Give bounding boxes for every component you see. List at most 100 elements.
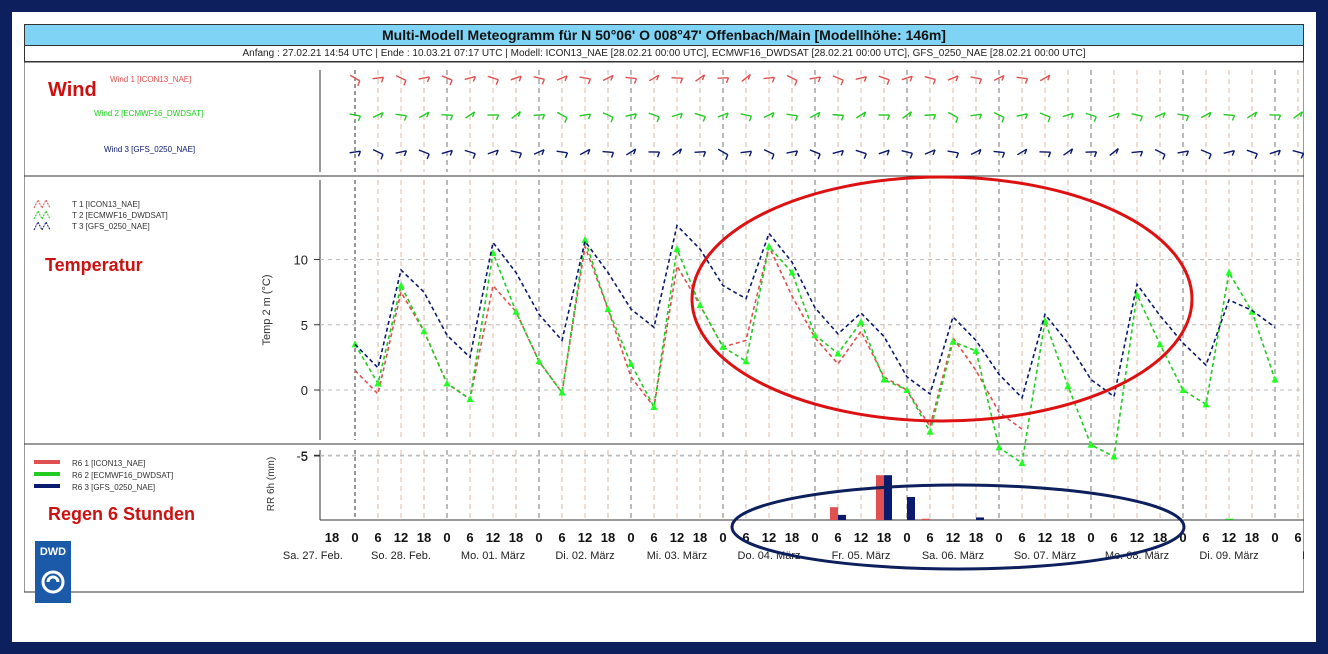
wind-barb-flag — [909, 76, 913, 82]
wind-barb-flag — [1047, 151, 1052, 158]
hour-tick-label: 18 — [325, 530, 339, 545]
wind-barb-flag — [1277, 114, 1282, 121]
wind-barb-flag — [1208, 112, 1212, 118]
wind-barb-shaft — [1131, 113, 1143, 117]
wind-barb-flag — [1115, 148, 1119, 154]
temp-axis-title: Temp 2 m (°C) — [261, 274, 273, 345]
wind-barb-shaft — [418, 111, 430, 119]
wind-barb-flag — [1254, 153, 1258, 160]
wind-barb-shaft — [556, 75, 568, 81]
wind-barb-shaft — [372, 111, 384, 119]
wind-barb-shaft — [740, 150, 752, 154]
hour-tick-label: 12 — [486, 530, 500, 545]
wind-barb-flag — [517, 111, 521, 117]
wind-barb-flag — [679, 77, 684, 84]
hour-tick-label: 18 — [1153, 530, 1167, 545]
wind-barb-flag — [1001, 117, 1005, 123]
day-label: Sa. 06. März — [922, 550, 984, 562]
wind-barb-shaft — [671, 112, 683, 118]
wind-barb-flag — [610, 152, 615, 158]
wind-barb-shaft — [1016, 76, 1028, 80]
wind-barb-flag — [794, 115, 799, 122]
wind-barb-shaft — [533, 113, 545, 117]
temp-legend-icon-swatch — [33, 198, 51, 210]
rain-bar-icon — [830, 507, 838, 520]
blue-highlight-ellipse — [730, 483, 1186, 571]
wind-barb-shaft — [625, 113, 637, 117]
temp-tick-label: 0 — [301, 383, 308, 398]
wind-barb-flag — [679, 113, 683, 119]
wind-barb-shaft — [741, 73, 751, 83]
wind-barb-flag — [656, 74, 660, 81]
wind-barb-shaft — [465, 111, 475, 119]
wind-barb-shaft — [1039, 74, 1051, 82]
rain-legend-icon-swatch — [34, 460, 60, 464]
wind-barb-shaft — [832, 75, 844, 81]
wind-barb-flag — [495, 114, 500, 121]
wind-barb-flag — [1047, 74, 1051, 81]
rain-legend-ecmwf-swatch — [34, 472, 60, 476]
day-label: So. 07. März — [1014, 550, 1076, 562]
wind-barb-shaft — [648, 112, 660, 118]
hour-tick-label: 0 — [1271, 530, 1278, 545]
rain-legend-icon-label: R6 1 [ICON13_NAE] — [72, 459, 145, 468]
wind-barb-flag — [1208, 153, 1212, 160]
wind-barb-shaft — [786, 150, 798, 154]
wind-barb-flag — [702, 116, 706, 122]
temp-point-ecmwf — [1064, 382, 1072, 390]
wind-barb-flag — [978, 149, 982, 155]
wind-barb-flag — [426, 111, 430, 118]
wind-barb-flag — [1024, 78, 1029, 84]
day-label: Fr. 05. März — [832, 550, 891, 562]
wind-barb-shaft — [1063, 148, 1073, 156]
wind-barb-shaft — [556, 111, 568, 119]
temp-point-ecmwf — [972, 346, 980, 354]
wind-barb-shaft — [533, 75, 545, 81]
wind-barb-shaft — [1200, 149, 1212, 155]
wind-barb-flag — [1069, 148, 1074, 155]
hour-tick-label: 18 — [1245, 530, 1259, 545]
wind-barb-flag — [840, 115, 845, 121]
wind-barb-flag — [541, 114, 546, 120]
temp-legend-ecmwf-swatch — [33, 209, 51, 221]
wind-barb-shaft — [786, 74, 798, 82]
temp-point-ecmwf — [397, 281, 405, 289]
wind-barb-flag — [403, 150, 408, 157]
hour-tick-label: 18 — [509, 530, 523, 545]
wind-barb-flag — [771, 77, 776, 83]
wind-barb-flag — [495, 149, 499, 156]
wind-barb-flag — [908, 111, 913, 117]
annotation-wind: Wind — [48, 79, 97, 101]
wind-barb-shaft — [717, 148, 729, 156]
wind-barb-flag — [817, 153, 821, 160]
temp-point-ecmwf — [512, 307, 520, 315]
rain-bar-gfs — [884, 475, 892, 520]
temp-point-ecmwf — [926, 427, 934, 435]
wind-barb-flag — [1047, 116, 1051, 123]
temp-point-ecmwf — [535, 357, 543, 365]
wind-barb-flag — [840, 150, 844, 156]
wind-barb-shaft — [832, 113, 844, 117]
wind-barb-flag — [541, 79, 545, 85]
wind-barb-shaft — [1131, 150, 1143, 154]
hour-tick-label: 6 — [1110, 530, 1117, 545]
rain-bar-gfs — [976, 517, 984, 520]
wind-barb-shaft — [625, 148, 637, 156]
temp-line-gfs — [354, 223, 1276, 400]
wind-barb-shaft — [602, 112, 614, 118]
wind-barb-flag — [403, 115, 408, 121]
wind-barb-shaft — [1223, 149, 1235, 155]
wind-barb-flag — [587, 149, 591, 155]
temp-tick-label: 5 — [301, 318, 308, 333]
wind-barb-flag — [1093, 151, 1098, 158]
wind-barb-flag — [1070, 113, 1074, 119]
rain-bar-gfs — [838, 514, 846, 520]
wind-barb-shaft — [487, 149, 499, 155]
wind-barb-shaft — [1109, 147, 1119, 157]
wind-barb-flag — [1231, 115, 1236, 121]
wind-barb-shaft — [395, 150, 407, 154]
temp-line-icon — [354, 243, 1023, 430]
wind-barb-flag — [1185, 115, 1190, 122]
wind-barb-flag — [1299, 111, 1304, 118]
